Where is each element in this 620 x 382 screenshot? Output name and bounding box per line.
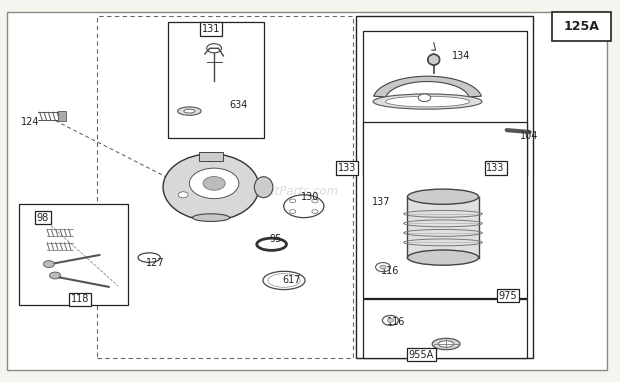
Ellipse shape <box>407 189 479 204</box>
Text: 104: 104 <box>520 131 539 141</box>
Ellipse shape <box>192 214 229 222</box>
Text: 116: 116 <box>388 317 405 327</box>
Ellipse shape <box>428 54 440 65</box>
Bar <box>363 31 526 176</box>
Bar <box>97 16 353 358</box>
Text: 133: 133 <box>338 163 356 173</box>
Text: 95: 95 <box>270 233 282 244</box>
Text: 137: 137 <box>372 197 391 207</box>
Ellipse shape <box>254 177 273 197</box>
Text: 127: 127 <box>146 258 165 268</box>
Bar <box>407 197 479 257</box>
Circle shape <box>189 168 239 199</box>
Ellipse shape <box>407 250 479 265</box>
Bar <box>363 123 526 298</box>
Ellipse shape <box>177 107 201 115</box>
Ellipse shape <box>438 341 454 347</box>
Text: 98: 98 <box>37 213 49 223</box>
Circle shape <box>418 94 431 102</box>
Text: 131: 131 <box>202 24 220 34</box>
Circle shape <box>50 272 61 279</box>
Ellipse shape <box>163 154 259 220</box>
Text: 617: 617 <box>282 275 301 285</box>
Polygon shape <box>374 76 481 97</box>
Circle shape <box>380 265 386 269</box>
Ellipse shape <box>432 338 460 350</box>
Circle shape <box>43 261 55 267</box>
Text: 116: 116 <box>381 266 399 276</box>
Bar <box>19 204 128 305</box>
Text: eReplacementParts.com: eReplacementParts.com <box>195 185 339 197</box>
Text: 133: 133 <box>487 163 505 173</box>
Text: 634: 634 <box>229 100 248 110</box>
Text: 124: 124 <box>20 118 39 128</box>
Circle shape <box>388 319 394 322</box>
Text: 955A: 955A <box>409 350 434 360</box>
Bar <box>58 111 66 121</box>
Text: 125A: 125A <box>564 20 600 33</box>
Ellipse shape <box>386 96 469 107</box>
Bar <box>168 22 264 138</box>
Bar <box>356 16 533 358</box>
Text: 975: 975 <box>498 291 517 301</box>
Circle shape <box>203 176 225 190</box>
Bar <box>198 152 223 161</box>
Ellipse shape <box>373 94 482 109</box>
Circle shape <box>178 192 188 198</box>
Text: 118: 118 <box>71 295 89 304</box>
Bar <box>363 299 526 358</box>
Bar <box>552 12 611 40</box>
Ellipse shape <box>184 109 195 113</box>
Text: 130: 130 <box>301 192 319 202</box>
Text: 134: 134 <box>452 51 471 61</box>
